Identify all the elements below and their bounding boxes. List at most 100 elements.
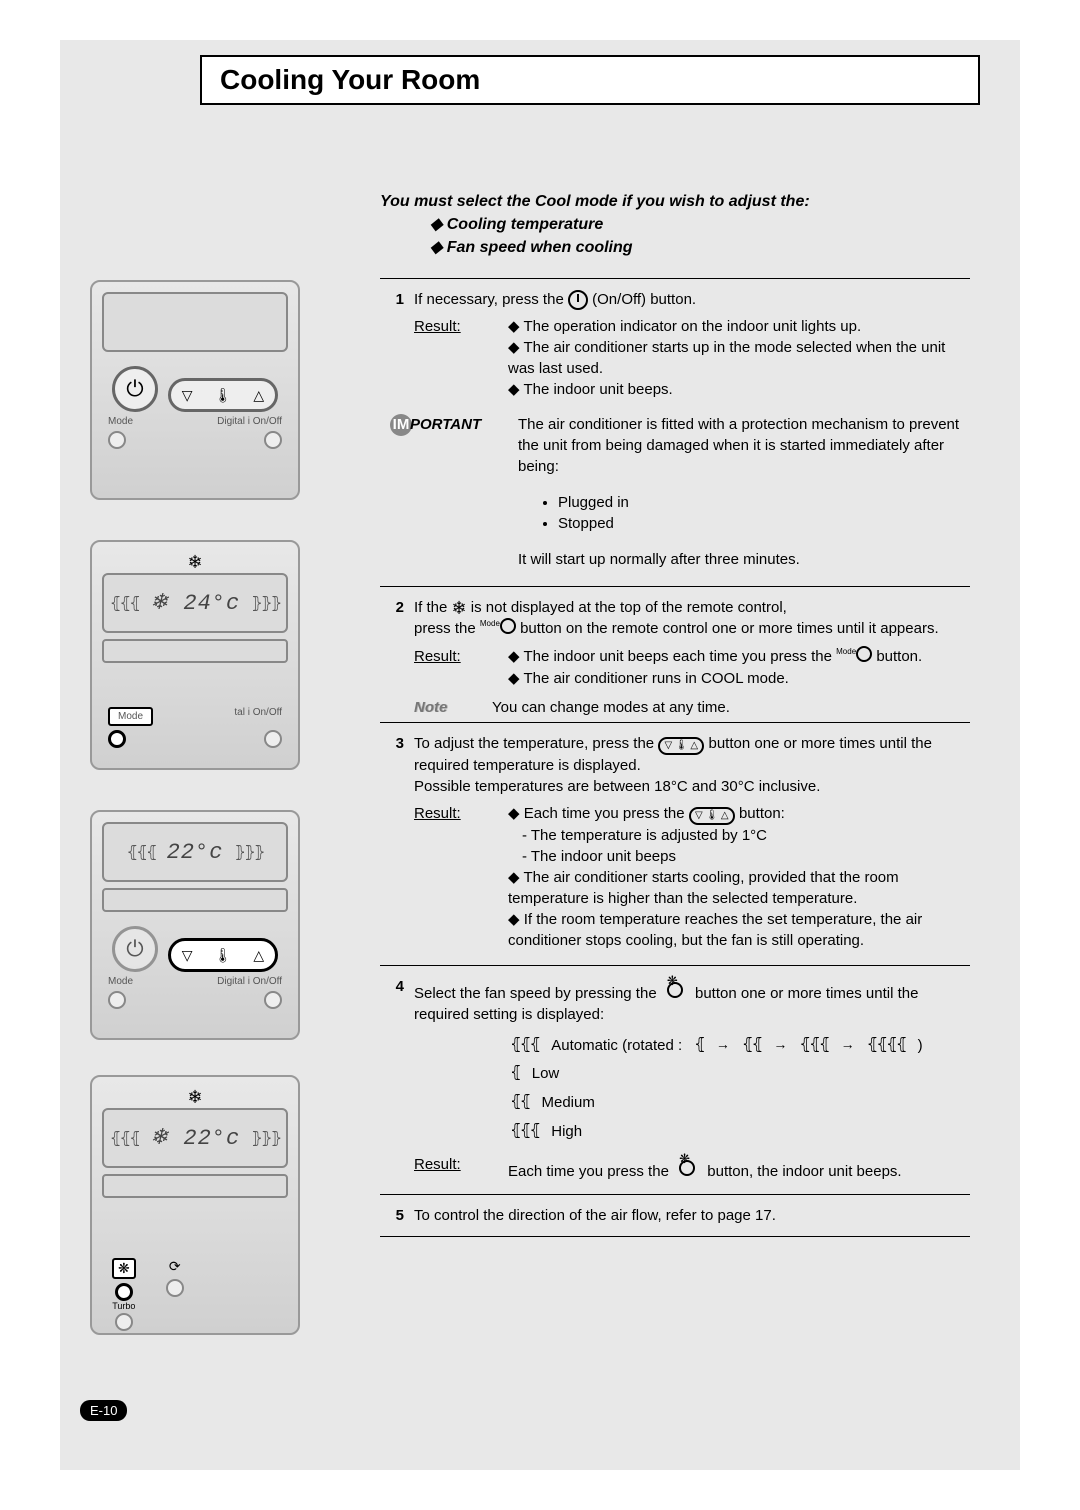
step-3-result-item2: The air conditioner starts cooling, prov…	[508, 867, 970, 909]
remote2-lcd-text: ❄ 24°c	[150, 590, 240, 616]
important-bubble: IM	[390, 414, 412, 436]
step-3-result: Result: Each time you press the ▽ 🌡 △ bu…	[414, 803, 970, 951]
step-2-num: 2	[380, 597, 404, 640]
temp-pill-icon: ▽🌡△	[168, 378, 278, 412]
step-2-line1a: If the	[414, 599, 452, 616]
step-3-result-item3: If the room temperature reaches the set …	[508, 909, 970, 951]
s3-r1-lead: Each time you press the	[524, 805, 689, 822]
remote-illustration-4: ❄ ⦃⦃⦃ ❄ 22°c ⦄⦄⦄ ❋ Turbo ⟳	[90, 1075, 300, 1335]
step-4: 4 Select the fan speed by pressing the b…	[380, 976, 970, 1025]
step-1-result-label: Result:	[414, 318, 461, 335]
remote3-lcd2	[102, 888, 288, 912]
remote-illustration-2: ❄ ⦃⦃⦃ ❄ 24°c ⦄⦄⦄ Mode tal i On/Off	[90, 540, 300, 770]
fan-rot-4-icon: ⦃⦃⦃⦃	[867, 1031, 906, 1060]
note-text: You can change modes at any time.	[492, 699, 970, 716]
remote4-turbo-dot	[115, 1313, 133, 1331]
note-label: Note	[414, 699, 484, 716]
step-2-r0a: The indoor unit beeps each time you pres…	[523, 648, 832, 665]
important-item: Stopped	[558, 513, 970, 534]
step-2-line2a: press the	[414, 620, 480, 637]
rule-3	[380, 722, 970, 723]
rule-5	[380, 1194, 970, 1195]
important-tail: It will start up normally after three mi…	[518, 549, 970, 570]
snowflake-icon: ❄	[452, 599, 467, 617]
fan-button-icon	[661, 976, 691, 998]
rule-6	[380, 1236, 970, 1237]
step-1-text-a: If necessary, press the	[414, 291, 568, 308]
remote1-lcd	[102, 292, 288, 352]
fan-wave-high-icon: ⦃⦃⦃	[510, 1117, 539, 1146]
s4-ra: Each time you press the	[508, 1163, 673, 1180]
fan-levels: ⦃⦃⦃ Automatic (rotated : ⦃→ ⦃⦃→ ⦃⦃⦃→ ⦃⦃⦃…	[510, 1031, 970, 1146]
step-2-result-item: The air conditioner runs in COOL mode.	[508, 668, 970, 689]
step-3-result-label: Result:	[414, 805, 461, 822]
step-3-line1a: To adjust the temperature, press the	[414, 735, 658, 752]
remote4-swing-dot	[166, 1279, 184, 1297]
step-2-line2b: button on the remote control one or more…	[520, 620, 939, 637]
remote2-mode-dot-highlight	[108, 730, 126, 748]
important-item: Plugged in	[558, 492, 970, 513]
content-column: You must select the Cool mode if you wis…	[380, 190, 970, 1247]
remote4-turbo-label: Turbo	[112, 1301, 136, 1311]
step-2-line1b: is not displayed at the top of the remot…	[471, 599, 787, 616]
remote4-fan-dot	[115, 1283, 133, 1301]
fan-button-icon	[673, 1154, 703, 1176]
rule-2	[380, 586, 970, 587]
step-4-num: 4	[380, 976, 404, 1025]
remote3-mode-label: Mode	[108, 976, 133, 987]
remote2-onoff-dot	[264, 730, 282, 748]
step-1-text-b: (On/Off) button.	[592, 291, 696, 308]
s3-r1-sub2: - The indoor unit beeps	[508, 846, 676, 867]
step-2: 2 If the ❄ is not displayed at the top o…	[380, 597, 970, 640]
remote3-onoff-label: Digital i On/Off	[217, 976, 282, 987]
step-2-r0b: button.	[872, 648, 922, 665]
fan-auto-label: Automatic (rotated :	[551, 1032, 682, 1059]
remote2-snow-icon: ❄	[102, 552, 288, 573]
remote3-onoff-dot	[264, 991, 282, 1009]
step-1-result: Result: The operation indicator on the i…	[414, 316, 970, 400]
step-3-num: 3	[380, 733, 404, 797]
remote-illustration-1: ⏻ ▽🌡△ Mode Digital i On/Off	[90, 280, 300, 500]
step-1-result-item: The indoor unit beeps.	[508, 379, 970, 400]
fan-high-label: High	[551, 1118, 582, 1145]
remote1-mode-label: Mode	[108, 416, 133, 427]
important-label: IMPORTANT	[390, 414, 510, 570]
step-2-result-label: Result:	[414, 648, 461, 665]
fan-wave-med-icon: ⦃⦃	[510, 1088, 529, 1117]
important-block: IMPORTANT The air conditioner is fitted …	[390, 414, 970, 570]
fan-rot-2-icon: ⦃⦃	[742, 1031, 761, 1060]
mode-button-icon: Mode	[836, 646, 872, 668]
temp-button-icon: ▽ 🌡 △	[689, 807, 735, 825]
remote2-onoff-label: tal i On/Off	[234, 707, 282, 726]
power-icon	[568, 290, 588, 310]
remote2-lcd2	[102, 639, 288, 663]
remote3-temp-pill-highlight: ▽🌡△	[168, 938, 278, 972]
fan-rot-1-icon: ⦃	[694, 1031, 704, 1060]
fan-med-label: Medium	[541, 1089, 594, 1116]
s4-rb: button, the indoor unit beeps.	[707, 1163, 901, 1180]
important-text: The air conditioner is fitted with a pro…	[518, 414, 970, 477]
s3-r1-sub1: - The temperature is adjusted by 1°C	[508, 825, 767, 846]
important-label-text: PORTANT	[410, 416, 481, 433]
rule-4	[380, 965, 970, 966]
step-5-text: To control the direction of the air flow…	[414, 1205, 970, 1226]
step-3-result-item1: Each time you press the ▽ 🌡 △ button: - …	[508, 803, 970, 867]
fan-rot-3-icon: ⦃⦃⦃	[799, 1031, 828, 1060]
step-2-note: Note You can change modes at any time.	[414, 699, 970, 716]
fan-wave-low-icon: ⦃	[510, 1059, 520, 1088]
mode-button-icon: Mode	[480, 618, 516, 640]
s3-r1-tail: button:	[739, 805, 785, 822]
step-1: 1 If necessary, press the (On/Off) butto…	[380, 289, 970, 310]
step-4-result-label: Result:	[414, 1156, 461, 1173]
remote2-mode-label: Mode	[108, 707, 153, 726]
page-title: Cooling Your Room	[220, 64, 480, 96]
step-4-line1a: Select the fan speed by pressing the	[414, 985, 661, 1002]
arrow-icon: →	[841, 1032, 855, 1057]
page-number: E-10	[80, 1400, 127, 1421]
remote3-power-icon: ⏻	[112, 926, 158, 972]
power-button-icon: ⏻	[112, 366, 158, 412]
temp-button-icon: ▽ 🌡 △	[658, 737, 704, 755]
step-2-result: Result: The indoor unit beeps each time …	[414, 646, 970, 689]
remote3-lcd: ⦃⦃⦃ 22°c ⦄⦄⦄	[102, 822, 288, 882]
step-2-result-item: The indoor unit beeps each time you pres…	[508, 646, 970, 668]
